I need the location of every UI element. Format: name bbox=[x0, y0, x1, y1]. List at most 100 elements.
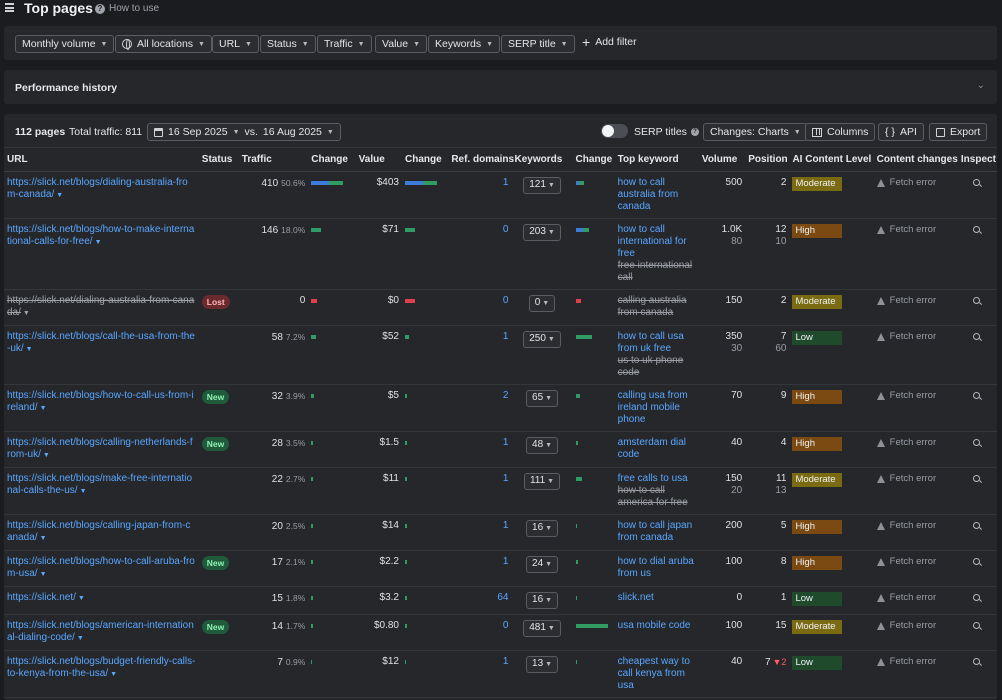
menu-icon[interactable] bbox=[5, 3, 14, 12]
filter-status-button[interactable]: Status ▼ bbox=[260, 35, 316, 53]
page-url-link[interactable]: https://slick.net/blogs/how-to-call-arub… bbox=[7, 555, 195, 579]
col-keywords[interactable]: Keywords bbox=[511, 148, 573, 172]
filter-keywords-button[interactable]: Keywords ▼ bbox=[428, 35, 501, 53]
search-icon[interactable] bbox=[972, 438, 980, 446]
col-value[interactable]: Value bbox=[355, 148, 402, 172]
page-url-link[interactable]: https://slick.net/blogs/call-the-usa-fro… bbox=[7, 330, 195, 354]
col-position[interactable]: Position bbox=[745, 148, 790, 172]
performance-history-section[interactable]: Performance history ⌄ bbox=[4, 70, 997, 104]
search-icon[interactable] bbox=[972, 657, 980, 665]
top-keyword-link[interactable]: slick.net bbox=[617, 591, 654, 603]
chevron-down-icon[interactable]: ▼ bbox=[110, 670, 118, 678]
top-keyword-link[interactable]: how to call australia from canada bbox=[617, 176, 679, 212]
search-icon[interactable] bbox=[972, 474, 980, 482]
search-icon[interactable] bbox=[972, 225, 980, 233]
keywords-dropdown[interactable]: 250 ▼ bbox=[523, 330, 561, 348]
top-keyword-link[interactable]: amsterdam dial code bbox=[617, 436, 687, 460]
ref-domains-link[interactable]: 1 bbox=[502, 436, 509, 448]
search-icon[interactable] bbox=[972, 593, 980, 601]
top-keyword-link[interactable]: how to dial aruba from us bbox=[617, 555, 694, 579]
ref-domains-link[interactable]: 64 bbox=[497, 591, 509, 603]
chevron-down-icon[interactable]: ▼ bbox=[25, 345, 33, 353]
col-content-changes[interactable]: Content changes bbox=[873, 148, 958, 172]
filter-serp-title-button[interactable]: SERP title ▼ bbox=[501, 35, 575, 53]
chevron-down-icon[interactable]: ▼ bbox=[76, 634, 84, 642]
page-url-link[interactable]: https://slick.net/ bbox=[7, 591, 76, 603]
col-volume[interactable]: Volume bbox=[698, 148, 746, 172]
chevron-down-icon[interactable]: ▼ bbox=[77, 594, 85, 602]
col-url[interactable]: URL bbox=[4, 148, 199, 172]
chevron-down-icon[interactable]: ▼ bbox=[39, 404, 47, 412]
keywords-dropdown[interactable]: 121 ▼ bbox=[523, 176, 561, 194]
col-inspect[interactable]: Inspect bbox=[957, 148, 997, 172]
ref-domains-link[interactable]: 1 bbox=[502, 330, 509, 342]
filter-all-locations-button[interactable]: All locations ▼ bbox=[115, 35, 212, 53]
chevron-down-icon[interactable]: ▼ bbox=[39, 570, 47, 578]
search-icon[interactable] bbox=[972, 557, 980, 565]
top-keyword-link[interactable]: how to call usa from uk free bbox=[617, 330, 684, 354]
search-icon[interactable] bbox=[972, 521, 980, 529]
keywords-dropdown[interactable]: 111 ▼ bbox=[523, 472, 561, 490]
page-url-link[interactable]: https://slick.net/dialing-australia-from… bbox=[7, 294, 195, 318]
chevron-down-icon[interactable]: ▼ bbox=[22, 309, 30, 317]
keywords-dropdown[interactable]: 65 ▼ bbox=[526, 389, 559, 407]
export-button[interactable]: Export bbox=[929, 123, 988, 141]
search-icon[interactable] bbox=[972, 332, 980, 340]
chevron-down-icon[interactable]: ▼ bbox=[42, 451, 50, 459]
filter-value-button[interactable]: Value ▼ bbox=[375, 35, 428, 53]
date-compare-button[interactable]: 16 Sep 2025 ▼ vs. 16 Aug 2025 ▼ bbox=[147, 123, 341, 141]
ref-domains-link[interactable]: 1 bbox=[502, 472, 509, 484]
keywords-dropdown[interactable]: 24 ▼ bbox=[526, 555, 559, 573]
filter-traffic-button[interactable]: Traffic ▼ bbox=[317, 35, 372, 53]
columns-button[interactable]: Columns bbox=[805, 123, 876, 141]
ref-domains-link[interactable]: 1 bbox=[502, 555, 509, 567]
chevron-down-icon[interactable]: ▼ bbox=[79, 487, 87, 495]
page-url-link[interactable]: https://slick.net/blogs/dialing-australi… bbox=[7, 176, 188, 200]
keywords-dropdown[interactable]: 481 ▼ bbox=[523, 619, 561, 637]
search-icon[interactable] bbox=[972, 391, 980, 399]
serp-titles-toggle[interactable] bbox=[601, 124, 628, 138]
top-keyword-link[interactable]: cheapest way to call kenya from usa bbox=[617, 655, 690, 691]
chevron-down-icon[interactable]: ▼ bbox=[94, 238, 102, 246]
keywords-dropdown[interactable]: 203 ▼ bbox=[523, 223, 561, 241]
page-url-link[interactable]: https://slick.net/blogs/budget-friendly-… bbox=[7, 655, 196, 679]
page-url-link[interactable]: https://slick.net/blogs/how-to-make-inte… bbox=[7, 223, 195, 247]
col-top-keyword[interactable]: Top keyword bbox=[614, 148, 699, 172]
ref-domains-link[interactable]: 1 bbox=[502, 655, 509, 667]
ref-domains-link[interactable]: 0 bbox=[502, 223, 509, 235]
ref-domains-link[interactable]: 1 bbox=[502, 176, 509, 188]
ref-domains-link[interactable]: 0 bbox=[502, 619, 509, 631]
changes-charts-button[interactable]: Changes: Charts ▼ bbox=[703, 123, 808, 141]
keywords-dropdown[interactable]: 13 ▼ bbox=[526, 655, 559, 673]
page-url-link[interactable]: https://slick.net/blogs/calling-japan-fr… bbox=[7, 519, 191, 543]
keywords-dropdown[interactable]: 16 ▼ bbox=[526, 519, 559, 537]
api-button[interactable]: { } API bbox=[878, 123, 924, 141]
top-keyword-link[interactable]: usa mobile code bbox=[617, 619, 691, 631]
ref-domains-link[interactable]: 1 bbox=[502, 519, 509, 531]
col-value-change[interactable]: Change bbox=[401, 148, 449, 172]
keywords-dropdown[interactable]: 48 ▼ bbox=[526, 436, 559, 454]
help-icon[interactable]: ? bbox=[690, 128, 699, 136]
col-traffic[interactable]: Traffic bbox=[238, 148, 309, 172]
top-keyword-link[interactable]: how to call japan from canada bbox=[617, 519, 693, 543]
filter-monthly-volume-button[interactable]: Monthly volume ▼ bbox=[15, 35, 115, 53]
col-status[interactable]: Status bbox=[198, 148, 239, 172]
col-keywords-change[interactable]: Change bbox=[572, 148, 615, 172]
keywords-dropdown[interactable]: 16 ▼ bbox=[526, 591, 559, 609]
top-keyword-link[interactable]: calling usa from ireland mobile phone bbox=[617, 389, 688, 425]
top-keyword-link[interactable]: how to call international for free bbox=[617, 223, 687, 259]
ref-domains-link[interactable]: 2 bbox=[502, 389, 509, 401]
chevron-down-icon[interactable]: ▼ bbox=[56, 191, 64, 199]
search-icon[interactable] bbox=[972, 621, 980, 629]
page-url-link[interactable]: https://slick.net/blogs/how-to-call-us-f… bbox=[7, 389, 194, 413]
col-ref-domains[interactable]: Ref. domains bbox=[448, 148, 514, 172]
col-ai-content-level[interactable]: AI Content Level bbox=[789, 148, 874, 172]
add-filter-button[interactable]: + Add filter bbox=[582, 35, 637, 49]
ref-domains-link[interactable]: 0 bbox=[502, 294, 509, 306]
search-icon[interactable] bbox=[972, 178, 980, 186]
page-url-link[interactable]: https://slick.net/blogs/make-free-intern… bbox=[7, 472, 193, 496]
search-icon[interactable] bbox=[972, 296, 980, 304]
page-url-link[interactable]: https://slick.net/blogs/calling-netherla… bbox=[7, 436, 193, 460]
chevron-down-icon[interactable]: ⌄ bbox=[976, 80, 985, 91]
chevron-down-icon[interactable]: ▼ bbox=[39, 534, 47, 542]
